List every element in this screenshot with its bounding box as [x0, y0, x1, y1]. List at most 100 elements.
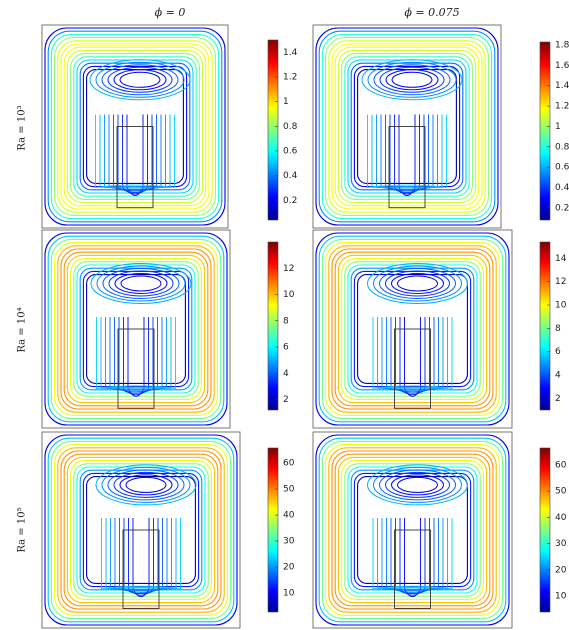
- colorbar-tick-label: 40: [555, 513, 567, 523]
- streamline: [328, 40, 486, 213]
- colorbar: [539, 241, 551, 411]
- streamline: [125, 476, 167, 493]
- colorbar-tick-label: 14: [555, 254, 567, 264]
- colorbar-tick-label: 1.2: [283, 72, 297, 82]
- streamline: [334, 46, 480, 207]
- streamline: [367, 262, 468, 304]
- streamline-panel: [41, 24, 229, 229]
- colorbar-tick-label: 10: [283, 589, 295, 599]
- colorbar-tick-label: 4: [555, 371, 561, 381]
- streamline: [328, 245, 497, 413]
- streamline: [70, 460, 212, 600]
- streamline: [325, 444, 500, 616]
- streamline: [73, 56, 197, 197]
- streamline: [47, 437, 235, 623]
- colorbar-tick-label: 8: [283, 316, 289, 326]
- colorbar: [267, 39, 279, 221]
- streamline: [337, 456, 488, 604]
- streamline: [391, 474, 444, 496]
- colorbar-tick-label: 1: [283, 97, 289, 107]
- colorbar-tick-label: 10: [555, 592, 567, 602]
- streamline: [54, 37, 216, 216]
- streamline: [101, 64, 179, 96]
- streamline: [47, 30, 223, 223]
- streamline: [377, 518, 448, 590]
- colorbar-tick-label: 0.6: [283, 146, 298, 156]
- colorbar-tick-label: 10: [283, 290, 295, 300]
- colorbar-tick-label: 12: [555, 277, 566, 287]
- heater-block: [388, 126, 426, 209]
- colorbar-tick-label: 0.8: [555, 142, 569, 152]
- streamline: [66, 456, 216, 604]
- streamline: [119, 71, 161, 88]
- streamline: [372, 317, 453, 389]
- colorbar-tick-label: 60: [283, 459, 295, 469]
- streamline: [347, 466, 478, 594]
- heater-block: [122, 529, 160, 609]
- streamline: [60, 43, 210, 210]
- row-label: Ra = 10³: [17, 105, 28, 150]
- streamline: [76, 466, 206, 594]
- streamline: [107, 66, 173, 93]
- streamline: [113, 471, 179, 498]
- streamline: [344, 56, 470, 197]
- streamline: [57, 447, 225, 613]
- streamline: [86, 274, 186, 384]
- colorbar-tick-label: 4: [283, 369, 289, 379]
- streamline: [47, 235, 225, 423]
- streamline: [50, 33, 220, 220]
- colorbar-tick-label: 40: [283, 511, 295, 521]
- streamline: [57, 245, 215, 413]
- row-label: Ra = 10⁴: [17, 307, 28, 352]
- streamline: [50, 238, 222, 420]
- streamline: [341, 258, 484, 400]
- streamline: [108, 270, 174, 297]
- streamline: [357, 476, 468, 584]
- streamline: [96, 317, 176, 389]
- streamline: [331, 450, 494, 610]
- streamline: [60, 450, 222, 610]
- streamline: [379, 66, 445, 93]
- streamline: [391, 272, 444, 294]
- streamline: [373, 265, 462, 302]
- streamline: [120, 275, 162, 292]
- column-header: ϕ = 0: [155, 6, 186, 19]
- streamline: [373, 466, 462, 503]
- colorbar-tick-label: 2: [283, 395, 289, 405]
- colorbar-tick-label: 0.6: [555, 163, 569, 173]
- streamline: [321, 440, 504, 620]
- streamline: [315, 434, 510, 626]
- streamline: [337, 254, 488, 404]
- streamline: [357, 274, 468, 384]
- streamline: [95, 464, 197, 506]
- colorbar-tick-label: 50: [555, 487, 567, 497]
- streamline-panel: [41, 229, 231, 429]
- heater-block: [117, 328, 155, 409]
- streamline: [50, 440, 232, 620]
- streamline: [371, 114, 443, 188]
- streamline: [95, 114, 175, 188]
- streamline: [334, 453, 491, 607]
- streamline: [44, 232, 228, 426]
- streamline: [96, 265, 186, 302]
- colorbar-tick-label: 2: [555, 394, 561, 404]
- colorbar-tick-label: 50: [283, 485, 295, 495]
- streamline: [82, 472, 200, 588]
- streamline: [44, 27, 226, 226]
- streamline: [315, 27, 499, 226]
- colorbar-tick-label: 60: [555, 460, 567, 470]
- streamline: [377, 317, 448, 389]
- streamline: [105, 518, 177, 590]
- colorbar-tick-label: 8: [555, 324, 561, 334]
- streamline: [86, 476, 196, 584]
- colorbar-tick-label: 1.8: [555, 41, 569, 51]
- streamline-panel: [312, 431, 513, 629]
- streamline: [367, 464, 468, 506]
- streamline-panel: [312, 24, 502, 229]
- streamline: [122, 114, 148, 195]
- streamline: [90, 262, 192, 304]
- streamline: [66, 49, 204, 204]
- streamline: [63, 46, 207, 207]
- streamline: [341, 460, 484, 600]
